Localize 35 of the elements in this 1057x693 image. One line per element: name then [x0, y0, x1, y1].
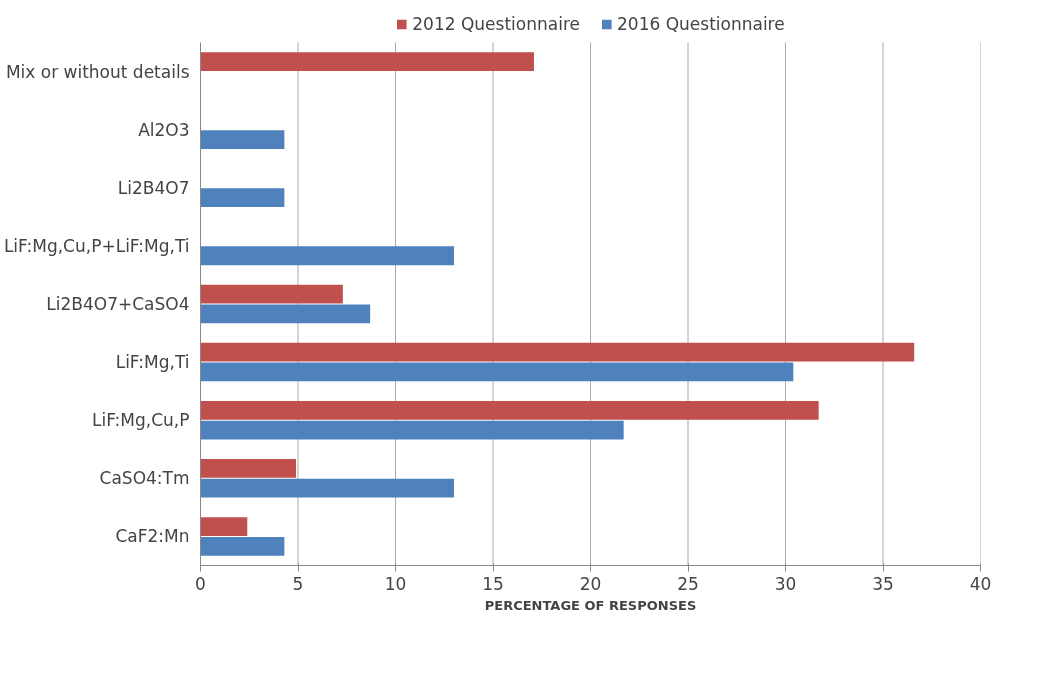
- x-tick-label: 30: [774, 573, 797, 594]
- bar: [200, 420, 624, 440]
- bar: [200, 536, 285, 556]
- y-tick-label: LiF:Mg,Cu,P+LiF:Mg,Ti: [3, 235, 190, 256]
- x-tick-label: 35: [872, 573, 894, 594]
- y-tick-label: LiF:Mg,Cu,P: [91, 410, 190, 431]
- bar: [200, 459, 297, 478]
- bar: [200, 188, 285, 208]
- bar: [200, 284, 343, 304]
- x-tick-label: 20: [579, 573, 602, 594]
- y-tick-label: Li2B4O7+CaSO4: [46, 293, 190, 314]
- bar: [200, 52, 534, 72]
- y-tick-label: CaSO4:Tm: [99, 468, 190, 489]
- bar: [200, 478, 454, 498]
- x-tick-label: 10: [384, 573, 407, 594]
- y-tick-label: LiF:Mg,Ti: [115, 352, 190, 373]
- y-tick-label: CaF2:Mn: [115, 526, 190, 547]
- bar: [200, 304, 371, 324]
- bar: [200, 362, 794, 382]
- x-tick-label: 40: [969, 573, 992, 594]
- x-tick-label: 25: [677, 573, 699, 594]
- bar: [200, 517, 248, 536]
- bar: [200, 130, 285, 149]
- x-tick-label: 0: [195, 573, 206, 594]
- x-axis-title: PERCENTAGE OF RESPONSES: [484, 597, 697, 613]
- legend-label: 2012 Questionnaire: [412, 14, 580, 34]
- x-tick-label: 5: [292, 573, 304, 594]
- x-tick-label: 15: [482, 573, 504, 594]
- bar: [200, 246, 454, 266]
- y-tick-label: Al2O3: [138, 119, 190, 140]
- bar: [200, 400, 819, 420]
- y-tick-label: Li2B4O7: [117, 177, 190, 198]
- bar: [200, 342, 915, 362]
- y-tick-label: Mix or without details: [5, 61, 190, 82]
- legend-label: 2016 Questionnaire: [617, 14, 785, 34]
